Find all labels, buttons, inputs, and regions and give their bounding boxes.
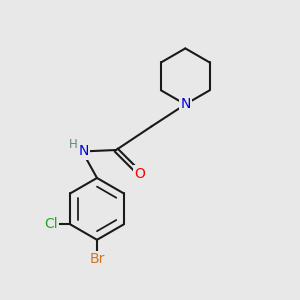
Text: Cl: Cl <box>44 217 58 231</box>
Text: Br: Br <box>89 252 105 266</box>
Text: H: H <box>68 139 77 152</box>
Text: N: N <box>180 98 190 111</box>
Text: N: N <box>79 145 89 158</box>
Text: O: O <box>134 167 145 181</box>
